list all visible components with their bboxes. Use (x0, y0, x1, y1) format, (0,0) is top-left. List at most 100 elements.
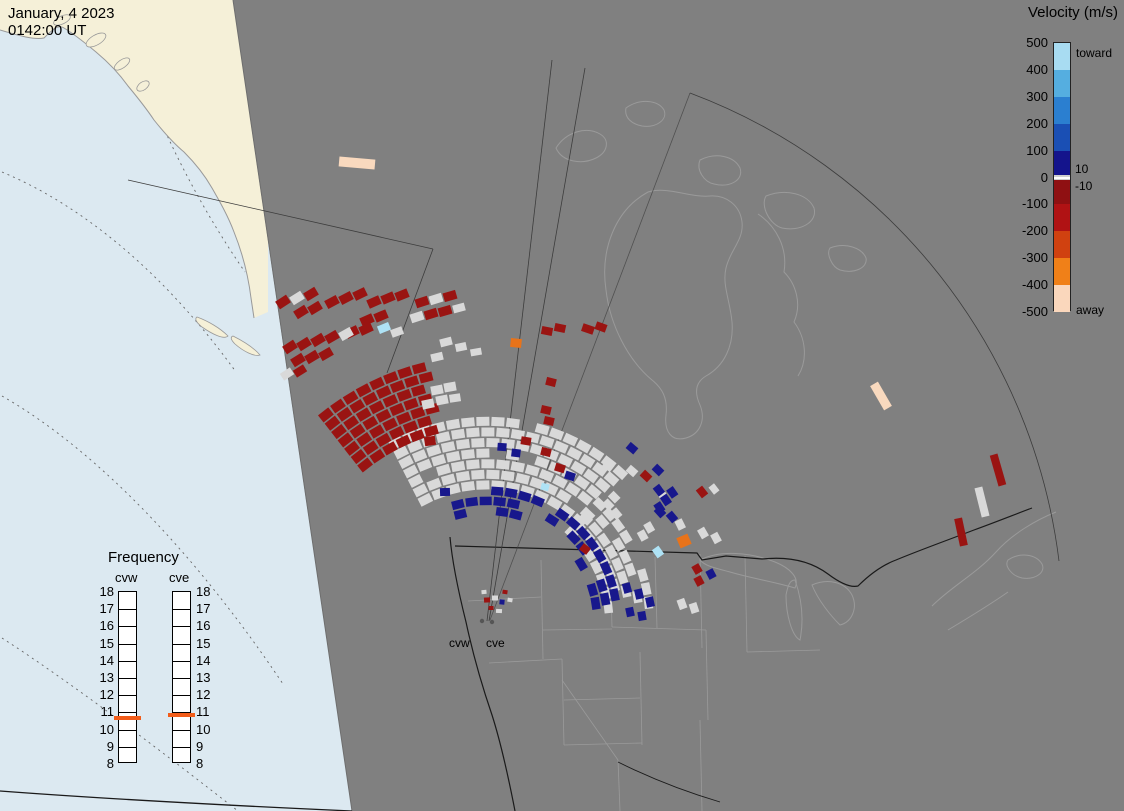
frequency-tick-line (119, 626, 136, 628)
radar-echo-cell (548, 427, 565, 441)
radar-echo-cell (616, 570, 629, 585)
radar-echo-cell (383, 371, 399, 385)
radar-echo-cell (625, 606, 635, 618)
frequency-tick-label: 18 (99, 584, 114, 599)
radar-echo-cell (409, 429, 425, 443)
radar-echo-cell (402, 420, 419, 434)
frequency-radar-label: cve (169, 570, 190, 585)
radar-echo-cell (585, 536, 599, 552)
frequency-tick-line (119, 660, 136, 662)
radar-echo-cell (471, 437, 485, 448)
radar-echo-cell (471, 469, 485, 480)
radar-echo-cell (506, 498, 521, 510)
radar-echo-cell (395, 434, 412, 449)
radar-echo-cell (557, 453, 574, 468)
radar-echo-cell (609, 507, 623, 521)
radar-echo-cell (338, 291, 354, 305)
velocity-segment (1054, 258, 1070, 286)
frequency-tick-label: 9 (196, 738, 204, 754)
radar-echo-cell (357, 457, 373, 473)
radar-echo-cell (466, 459, 480, 470)
radar-echo-cell (318, 346, 334, 362)
radar-echo-cell (659, 493, 673, 507)
radar-echo-cell (440, 441, 456, 453)
radar-echo-cell (554, 507, 570, 522)
velocity-tick-label: 0 (1040, 169, 1048, 185)
radar-echo-cell (592, 496, 608, 512)
frequency-tick-line (119, 729, 136, 731)
radar-echo-cell (303, 286, 319, 302)
frequency-tick-line (173, 660, 190, 662)
radar-echo-cell (394, 288, 410, 302)
radar-echo-cell (407, 439, 423, 453)
zero-velocity-line (1054, 176, 1070, 179)
map-boundary-arc (0, 790, 353, 811)
radar-echo-cell (275, 294, 291, 310)
radar-echo-cell (486, 469, 500, 480)
radar-echo-cell (417, 415, 433, 429)
radar-echo-cell (481, 427, 495, 437)
radar-echo-cell (502, 589, 508, 595)
radar-echo-cell (366, 295, 382, 309)
radar-echo-cell (497, 442, 507, 452)
radar-echo-cell (645, 596, 655, 608)
radar-echo-cell (369, 376, 385, 391)
frequency-tick-line (119, 609, 136, 611)
radar-echo-cell (697, 526, 709, 540)
radar-echo-cell (564, 470, 576, 482)
radar-echo-cell (428, 292, 444, 306)
radar-echo-cell (570, 460, 587, 475)
radar-echo-cell (349, 423, 366, 439)
frequency-tick-label: 16 (99, 618, 114, 634)
radar-echo-cell (674, 518, 687, 531)
radar-echo-cell (540, 404, 552, 416)
radar-echo-cell (426, 477, 442, 491)
radar-echo-cell (579, 453, 596, 469)
radar-echo-cell (453, 508, 468, 520)
radar-echo-cell (651, 545, 665, 559)
radar-echo-cell (488, 606, 494, 610)
radar-echo-cell (460, 480, 476, 492)
radar-echo-cell (601, 459, 615, 473)
radar-echo-cell (414, 295, 430, 309)
radar-echo-cell (989, 453, 1007, 487)
radar-echo-cell (358, 322, 374, 336)
velocity-segment (1054, 204, 1070, 232)
radar-echo-cell (362, 415, 379, 431)
radar-echo-cell (331, 424, 347, 440)
radar-echo-cell (595, 578, 608, 593)
radar-echo-cell (693, 575, 705, 587)
radar-echo-cell (445, 450, 461, 463)
radar-echo-cell (710, 531, 722, 545)
radar-echo-cell (436, 463, 451, 477)
radar-echo-cell (545, 376, 557, 388)
radar-echo-cell (954, 517, 968, 547)
radar-echo-cell (556, 488, 572, 504)
radar-echo-cell (529, 476, 545, 490)
radar-echo-cell (643, 521, 656, 534)
radar-echo-cell (389, 326, 405, 338)
radar-echo-cell (362, 440, 379, 456)
radar-echo-cell (369, 448, 386, 464)
radar-echo-cell (593, 548, 607, 564)
radar-echo-cell (490, 486, 504, 496)
radar-echo-cell (574, 475, 590, 490)
frequency-value-marker (168, 712, 195, 717)
radar-echo-cell (604, 544, 618, 560)
radar-echo-cell (588, 446, 605, 462)
radar-echo-cell (486, 437, 500, 448)
radar-echo-cell (423, 424, 439, 438)
frequency-tick-line (119, 678, 136, 679)
radar-echo-cell (496, 427, 510, 438)
radar-echo-cell (581, 323, 595, 335)
radar-echo-cell (507, 597, 513, 603)
radar-echo-cell (637, 610, 647, 622)
radar-echo-cell (566, 446, 583, 461)
radar-echo-cell (375, 432, 392, 448)
radar-echo-cell (540, 326, 554, 336)
radar-echo-cell (343, 415, 360, 431)
radar-echo-cell (504, 487, 518, 499)
radar-echo-cell (423, 435, 437, 447)
